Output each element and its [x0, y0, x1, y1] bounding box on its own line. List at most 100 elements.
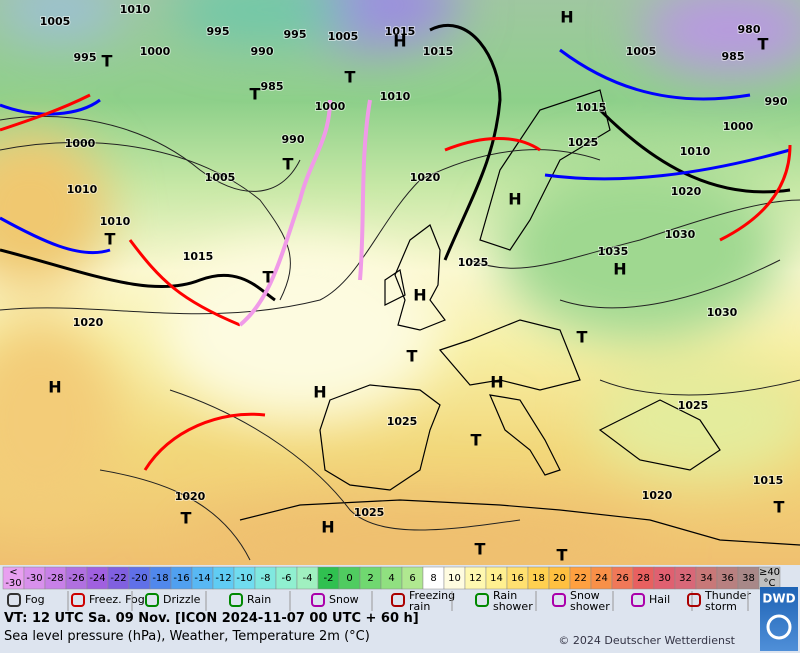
pressure-center: T [557, 546, 568, 565]
pressure-center: T [102, 52, 113, 71]
isobar-label: 1015 [576, 101, 607, 114]
pressure-center: T [577, 328, 588, 347]
map-area [0, 0, 800, 580]
scale-label: 2 [367, 573, 373, 584]
scale-label: -24 [89, 573, 105, 584]
scale-label: -2 [324, 573, 334, 584]
scale-label: -22 [110, 573, 126, 584]
scale-label: -30 [5, 578, 21, 589]
scale-label: 10 [448, 573, 461, 584]
scale-label: 36 [721, 573, 734, 584]
scale-label: 16 [511, 573, 524, 584]
isobar-label: 995 [207, 25, 230, 38]
isobar-label: 1000 [315, 100, 346, 113]
isobars [0, 116, 800, 561]
scale-label: 38 [742, 573, 755, 584]
weather-label: Hail [649, 593, 670, 606]
weather-icon [687, 593, 701, 607]
scale-label: °C [764, 578, 776, 589]
pressure-center: H [313, 383, 326, 402]
isobar-label: 1025 [568, 136, 599, 149]
scale-label: -6 [282, 573, 292, 584]
scale-label: -30 [26, 573, 42, 584]
isobar-label: 980 [738, 23, 761, 36]
pressure-center: H [393, 32, 406, 51]
isobar-label: 1020 [671, 185, 702, 198]
scale-label: 32 [679, 573, 692, 584]
isobar-label: 1005 [40, 15, 71, 28]
map-labels: 1005 1010 995 995 1005 1015 1015 990 1000 995 985 1… [39, 2, 789, 565]
isobar-label: 1020 [175, 490, 206, 503]
scale-label: 20 [553, 573, 566, 584]
coastlines [239, 89, 800, 546]
isobar-label: 1005 [626, 45, 657, 58]
weather-icon [7, 593, 21, 607]
scale-label: 4 [388, 573, 394, 584]
weather-label: Freez. Fog [89, 593, 145, 606]
isobar-label: 1025 [354, 506, 385, 519]
isobar-label: 985 [722, 50, 745, 63]
scale-label: ≥40 [759, 567, 780, 578]
isobar-label: 1015 [183, 250, 214, 263]
scale-label: 30 [658, 573, 671, 584]
weather-icon [391, 593, 405, 607]
scale-label: 22 [574, 573, 587, 584]
scale-label: -4 [303, 573, 313, 584]
weather-label: Rain shower [493, 589, 533, 613]
pressure-center: T [181, 509, 192, 528]
scale-label: 26 [616, 573, 629, 584]
isobar-label: 1000 [723, 120, 754, 133]
isobar-label: 1005 [328, 30, 359, 43]
scale-label: -16 [173, 573, 189, 584]
weather-icon [552, 593, 566, 607]
dwd-logo [760, 587, 798, 651]
weather-label: Fog [25, 593, 45, 606]
pressure-center: T [263, 268, 274, 287]
pressure-center: T [283, 155, 294, 174]
isobar-label: 1010 [120, 3, 151, 16]
isobar-label: 995 [74, 51, 97, 64]
isobar-label: 1015 [753, 474, 784, 487]
scale-label: -10 [236, 573, 252, 584]
legend: <-30 -30 -28 -26 -24 -22 -20 -18 -16 -14 -12 -10 -8-… [0, 565, 800, 653]
pressure-center: H [508, 190, 521, 209]
isobar-label: 990 [765, 95, 788, 108]
copyright: © 2024 Deutscher Wetterdienst [558, 634, 735, 647]
weather-label: Rain [247, 593, 271, 606]
isobar-label: 985 [261, 80, 284, 93]
isobar-label: 990 [251, 45, 274, 58]
scale-label: < [9, 567, 17, 578]
isobar-label: 1030 [707, 306, 738, 319]
pressure-center: H [490, 373, 503, 392]
pressure-center: H [613, 260, 626, 279]
isobar-label: 1010 [680, 145, 711, 158]
scale-label: -14 [194, 573, 210, 584]
isobar-label: 1025 [458, 256, 489, 269]
scale-label: 14 [490, 573, 503, 584]
scale-label: -28 [47, 573, 63, 584]
scale-label: 12 [469, 573, 482, 584]
pressure-center: T [250, 85, 261, 104]
scale-label: -26 [68, 573, 84, 584]
pressure-center: T [345, 68, 356, 87]
logo-text: DWD [762, 592, 795, 606]
isobar-label: 1020 [410, 171, 441, 184]
isobar-label: 1025 [678, 399, 709, 412]
scale-label: -20 [131, 573, 147, 584]
scale-label: 0 [346, 573, 352, 584]
pressure-center: H [413, 286, 426, 305]
weather-icon [475, 593, 489, 607]
isobar-label: 1010 [67, 183, 98, 196]
isobar-label: 1030 [665, 228, 696, 241]
weather-icon [631, 593, 645, 607]
scale-label: 18 [532, 573, 545, 584]
isobar-label: 1010 [100, 215, 131, 228]
valid-time: VT: 12 UTC Sa. 09 Nov. [ICON 2024-11-07 … [4, 611, 419, 626]
isobar-label: 1020 [73, 316, 104, 329]
weather-icon [71, 593, 85, 607]
pressure-center: H [560, 8, 573, 27]
pressure-center: T [407, 347, 418, 366]
logo-swirl [766, 614, 792, 640]
